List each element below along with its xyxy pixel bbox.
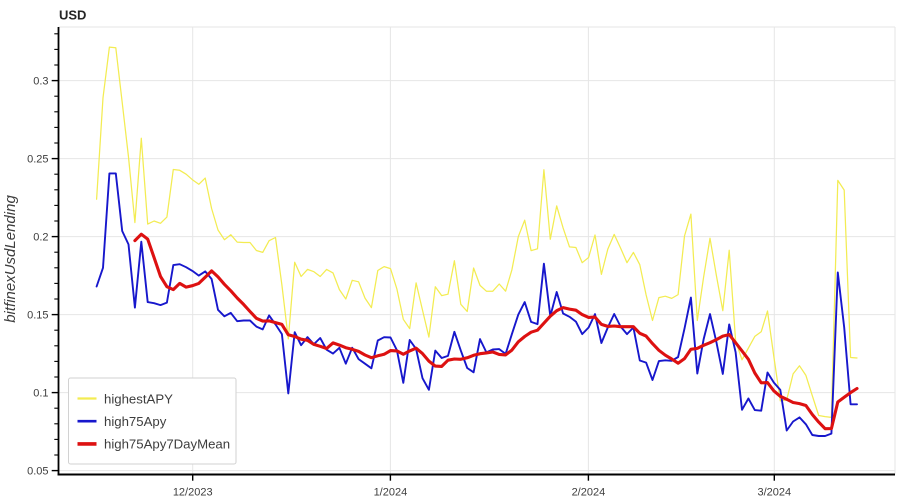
svg-text:12/2023: 12/2023 — [173, 486, 213, 498]
svg-text:0.2: 0.2 — [33, 231, 48, 243]
svg-text:0.15: 0.15 — [27, 309, 48, 321]
svg-text:0.05: 0.05 — [27, 465, 48, 477]
svg-text:highestAPY: highestAPY — [104, 391, 173, 406]
svg-text:0.3: 0.3 — [33, 75, 48, 87]
svg-text:0.1: 0.1 — [33, 387, 48, 399]
svg-text:high75Apy: high75Apy — [104, 414, 167, 429]
svg-text:bitfinexUsdLending: bitfinexUsdLending — [2, 195, 19, 323]
svg-text:1/2024: 1/2024 — [374, 486, 408, 498]
svg-text:high75Apy7DayMean: high75Apy7DayMean — [104, 437, 230, 452]
svg-text:3/2024: 3/2024 — [757, 486, 791, 498]
svg-text:0.25: 0.25 — [27, 153, 48, 165]
svg-text:USD: USD — [59, 8, 86, 23]
svg-text:2/2024: 2/2024 — [572, 486, 606, 498]
